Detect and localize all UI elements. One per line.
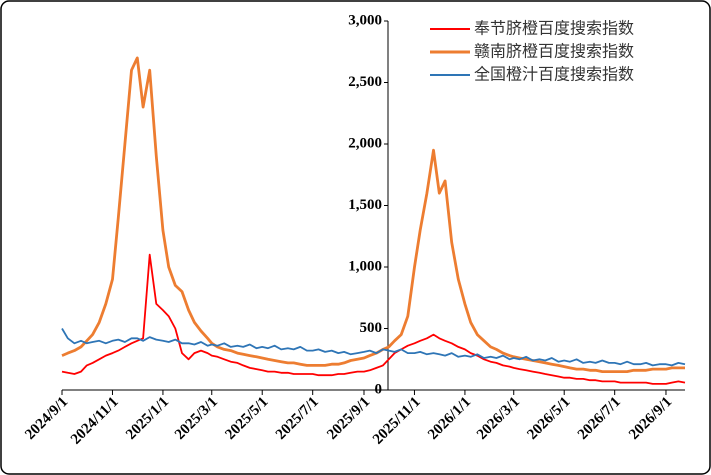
y-tick-label: 1,500 xyxy=(348,197,382,213)
y-tick-label: 3,000 xyxy=(348,12,382,28)
series-line xyxy=(61,328,686,367)
y-tick-label: 500 xyxy=(360,320,383,336)
y-tick-label: 2,500 xyxy=(348,74,382,90)
legend-label: 赣南脐橙百度搜索指数 xyxy=(474,42,634,61)
y-tick-label: 2,000 xyxy=(348,135,382,151)
series-line xyxy=(61,253,686,385)
y-tick-label: 0 xyxy=(375,381,383,397)
y-tick-label: 1,000 xyxy=(348,258,382,274)
legend-label: 全国橙汁百度搜索指数 xyxy=(474,65,634,84)
legend-label: 奉节脐橙百度搜索指数 xyxy=(474,19,634,38)
series-line xyxy=(61,56,685,373)
